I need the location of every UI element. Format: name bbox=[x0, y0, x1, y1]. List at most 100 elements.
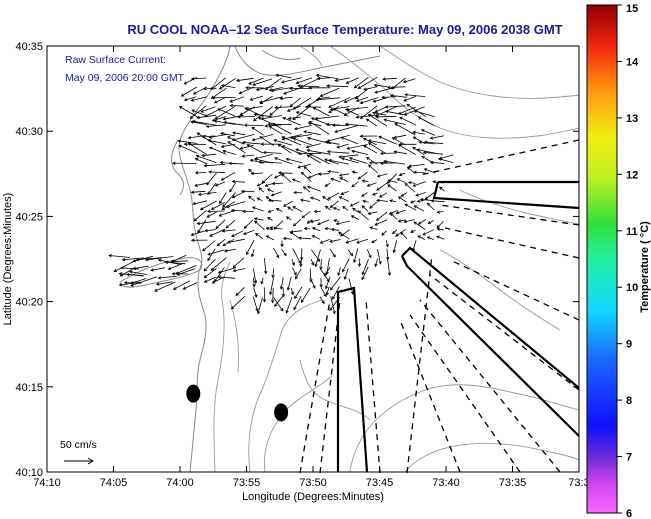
current-vector bbox=[133, 255, 153, 262]
current-vector-head bbox=[280, 307, 284, 312]
current-vector bbox=[417, 235, 425, 240]
current-vector bbox=[341, 157, 359, 164]
current-vector bbox=[133, 265, 149, 270]
current-vector-head bbox=[273, 139, 277, 143]
current-vector-head bbox=[406, 166, 411, 170]
current-vector-head bbox=[334, 129, 338, 133]
y-tick-label: 40:30 bbox=[15, 126, 43, 138]
current-vector-head bbox=[271, 123, 276, 127]
current-vector bbox=[195, 158, 208, 165]
current-vector bbox=[296, 111, 312, 117]
current-vector-head bbox=[345, 80, 350, 84]
current-vector-head bbox=[289, 86, 293, 91]
current-vector-head bbox=[346, 146, 351, 150]
current-vector bbox=[271, 191, 282, 196]
current-vector bbox=[412, 240, 417, 251]
current-vector-head bbox=[231, 138, 236, 142]
current-vector bbox=[326, 85, 349, 88]
sector-boundary bbox=[299, 299, 331, 474]
current-vector-head bbox=[322, 196, 326, 200]
current-vector bbox=[288, 116, 302, 119]
current-vector-head bbox=[217, 275, 221, 279]
current-vector-head bbox=[287, 206, 291, 210]
current-vector bbox=[221, 171, 236, 181]
current-vector bbox=[403, 78, 416, 83]
y-tick-label: 40:35 bbox=[15, 41, 43, 53]
current-vector bbox=[222, 229, 236, 232]
current-vector bbox=[219, 77, 236, 90]
current-vector bbox=[417, 200, 425, 202]
current-vector bbox=[229, 162, 244, 165]
current-vector bbox=[334, 125, 358, 133]
current-vector bbox=[274, 157, 293, 165]
current-vector-head bbox=[242, 209, 246, 214]
current-vector bbox=[219, 210, 236, 217]
current-vector bbox=[340, 191, 349, 195]
current-vector-head bbox=[294, 295, 298, 300]
current-vector bbox=[371, 239, 378, 243]
current-vector-head bbox=[264, 124, 268, 128]
current-vector-head bbox=[268, 125, 273, 129]
current-vector-head bbox=[386, 85, 391, 90]
current-vector-head bbox=[262, 150, 267, 155]
current-vector-head bbox=[338, 196, 343, 200]
current-vector-head bbox=[339, 177, 343, 181]
current-vector bbox=[191, 109, 207, 117]
current-vector-head bbox=[323, 293, 327, 298]
current-vector-head bbox=[206, 214, 210, 218]
current-vector bbox=[389, 199, 397, 203]
current-vector-head bbox=[412, 136, 417, 140]
current-vector-head bbox=[256, 183, 261, 187]
sector-boundary bbox=[429, 274, 580, 391]
current-vector-head bbox=[190, 238, 195, 242]
current-vector-head bbox=[119, 273, 124, 277]
current-vector-head bbox=[418, 140, 422, 144]
current-vector-head bbox=[310, 117, 315, 121]
current-vector bbox=[387, 173, 398, 184]
current-vector bbox=[350, 201, 360, 207]
colorbar-tick-label: 10 bbox=[626, 282, 638, 294]
current-vector bbox=[196, 155, 217, 164]
current-vector-head bbox=[252, 82, 256, 86]
coast-line bbox=[119, 257, 203, 288]
current-vector-head bbox=[332, 296, 336, 300]
current-vector-head bbox=[235, 292, 239, 296]
current-vector-head bbox=[178, 144, 182, 148]
current-vector bbox=[310, 259, 315, 266]
current-vector-head bbox=[167, 266, 172, 270]
current-vector-head bbox=[216, 242, 221, 247]
current-vector-head bbox=[331, 123, 336, 128]
current-vector bbox=[276, 208, 283, 212]
current-vector-head bbox=[387, 272, 392, 276]
current-vector-head bbox=[277, 143, 281, 147]
current-vector-head bbox=[292, 223, 297, 227]
current-vector-head bbox=[229, 188, 233, 193]
current-vector-head bbox=[225, 204, 230, 209]
current-vector-head bbox=[217, 108, 221, 112]
current-vector bbox=[392, 137, 406, 146]
current-vector-head bbox=[395, 233, 399, 237]
current-vector-head bbox=[342, 206, 346, 210]
current-vector bbox=[421, 129, 436, 136]
current-vector bbox=[291, 258, 295, 266]
current-vector-head bbox=[310, 196, 314, 200]
current-vector bbox=[250, 159, 264, 164]
current-vector-head bbox=[207, 252, 211, 256]
current-vector bbox=[150, 267, 166, 271]
current-vector bbox=[345, 123, 368, 127]
current-vector-head bbox=[330, 227, 335, 232]
current-vector-head bbox=[199, 207, 204, 211]
current-vector bbox=[156, 281, 173, 285]
current-vector-head bbox=[263, 270, 268, 275]
current-vector bbox=[325, 141, 340, 145]
current-vector-head bbox=[314, 116, 319, 121]
current-vector-head bbox=[333, 219, 337, 223]
current-vector-head bbox=[210, 86, 214, 90]
current-vector bbox=[251, 172, 263, 175]
current-vector-head bbox=[391, 230, 396, 235]
current-vector bbox=[408, 164, 425, 167]
current-vector-head bbox=[200, 109, 204, 113]
current-vector-head bbox=[255, 308, 259, 312]
current-vector-head bbox=[276, 254, 280, 259]
current-vector bbox=[225, 220, 236, 229]
